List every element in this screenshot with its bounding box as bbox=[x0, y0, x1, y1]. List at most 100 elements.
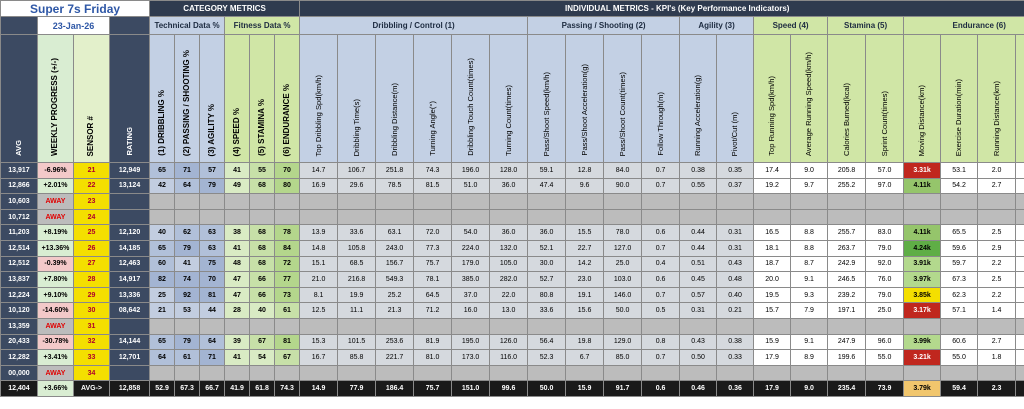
empty-cell bbox=[224, 317, 251, 335]
empty-cell bbox=[716, 364, 755, 382]
kpi-cell: 0.31 bbox=[716, 224, 755, 241]
empty-cell bbox=[451, 208, 491, 226]
sensor-number: 33 bbox=[73, 349, 110, 366]
empty-cell bbox=[224, 364, 251, 382]
kpi-cell: 25.2 bbox=[375, 286, 415, 304]
kpi-cell: 54.2 bbox=[940, 177, 979, 195]
dribbling-pct-header: (1) DRIBBLING % bbox=[149, 34, 176, 163]
kpi-cell: 0.7 bbox=[641, 349, 681, 366]
weekly-progress-cell: +7.80% bbox=[37, 271, 74, 288]
avg-category-cell: 41.9 bbox=[224, 380, 251, 397]
row-avg: 12,512 bbox=[0, 255, 38, 273]
kpi-header-8: Pass/Shoot Count(times) bbox=[603, 34, 643, 163]
empty-cell bbox=[451, 193, 491, 210]
empty-cell bbox=[527, 208, 567, 226]
kpi-cell: 55.0 bbox=[940, 349, 979, 366]
kpi-cell: 23.0 bbox=[565, 271, 605, 288]
avg-category-cell: 66.7 bbox=[199, 380, 226, 397]
empty-cell bbox=[527, 364, 567, 382]
row-avg: 20,433 bbox=[0, 333, 38, 351]
category-pct-cell: 61 bbox=[274, 302, 301, 319]
row-avg: 10,120 bbox=[0, 302, 38, 319]
empty-cell bbox=[413, 317, 453, 335]
category-pct-cell: 41 bbox=[174, 255, 201, 273]
rating-cell bbox=[108, 208, 151, 226]
empty-cell bbox=[489, 364, 529, 382]
table-row: 13,359 AWAY 31 bbox=[0, 317, 1024, 335]
endurance-pct-header-label: (6) ENDURANCE % bbox=[281, 83, 291, 156]
kpi-cell: 0.7 bbox=[641, 177, 681, 195]
empty-cell bbox=[174, 208, 201, 226]
speed-pct-header: (4) SPEED % bbox=[224, 34, 251, 163]
kpi-cell: 8.9 bbox=[790, 349, 829, 366]
empty-cell bbox=[274, 317, 301, 335]
row-avg: 13,917 bbox=[0, 162, 38, 179]
kpi-cell: 80.8 bbox=[527, 286, 567, 304]
kpi-cell: 60.6 bbox=[940, 333, 979, 351]
category-pct-cell: 21 bbox=[149, 302, 176, 319]
category-pct-cell: 47 bbox=[224, 286, 251, 304]
empty-cell bbox=[753, 317, 792, 335]
kpi-cell: 116.0 bbox=[489, 349, 529, 366]
kpi-cell: 0.38 bbox=[716, 333, 755, 351]
category-pct-cell: 67 bbox=[274, 349, 301, 366]
empty-cell bbox=[940, 317, 979, 335]
kpi-cell: 78.0 bbox=[603, 224, 643, 241]
empty-cell bbox=[716, 193, 755, 210]
empty-cell bbox=[274, 364, 301, 382]
kpi-cell: 33.6 bbox=[527, 302, 567, 319]
kpi-cell: 16.0 bbox=[451, 302, 491, 319]
kpi-cell: 12.5 bbox=[299, 302, 339, 319]
empty-cell bbox=[940, 208, 979, 226]
empty-cell bbox=[865, 317, 905, 335]
avg-category-cell: 67.3 bbox=[174, 380, 201, 397]
kpi-cell: 37.0 bbox=[451, 286, 491, 304]
empty-cell bbox=[865, 364, 905, 382]
stamina-group-header: Stamina (5) bbox=[827, 16, 905, 35]
weekly-progress-cell: +13.36% bbox=[37, 239, 74, 257]
avg-kpi-cell: 186.4 bbox=[375, 380, 415, 397]
kpi-cell: 30.0 bbox=[527, 255, 567, 273]
kpi-cell: 16.6 bbox=[1015, 177, 1024, 195]
empty-cell bbox=[413, 193, 453, 210]
metrics-table: Super 7s Friday CATEGORY METRICS INDIVID… bbox=[0, 0, 1024, 397]
kpi-cell: 92.0 bbox=[865, 255, 905, 273]
category-pct-cell: 41 bbox=[224, 349, 251, 366]
empty-cell bbox=[977, 317, 1017, 335]
avg-column-label: AVG bbox=[14, 140, 24, 156]
category-pct-cell: 70 bbox=[274, 162, 301, 179]
kpi-cell: 3.85k bbox=[903, 286, 942, 304]
kpi-cell: 14.7 bbox=[299, 162, 339, 179]
kpi-cell: 0.51 bbox=[679, 255, 718, 273]
kpi-cell: 9.3 bbox=[790, 286, 829, 304]
row-avg: 12,224 bbox=[0, 286, 38, 304]
empty-cell bbox=[413, 208, 453, 226]
avg-kpi-cell: 15.9 bbox=[565, 380, 605, 397]
empty-cell bbox=[790, 193, 829, 210]
kpi-cell: 59.6 bbox=[940, 239, 979, 257]
empty-cell bbox=[199, 364, 226, 382]
empty-cell bbox=[565, 193, 605, 210]
kpi-cell: 8.8 bbox=[790, 239, 829, 257]
kpi-cell: 0.44 bbox=[679, 239, 718, 257]
kpi-cell: 0.7 bbox=[641, 239, 681, 257]
kpi-cell: 71.2 bbox=[413, 302, 453, 319]
empty-cell bbox=[940, 364, 979, 382]
kpi-cell: 76.0 bbox=[865, 271, 905, 288]
kpi-cell: 9.1 bbox=[790, 271, 829, 288]
table-row: 12,224 +9.10% 29 13,336 25 92 81 47 66 73 8.1 19.9 2… bbox=[0, 286, 1024, 304]
empty-cell bbox=[827, 193, 867, 210]
sensor-number: 31 bbox=[73, 317, 110, 335]
sensor-column-header-label: SENSOR # bbox=[86, 115, 96, 156]
kpi-cell: 78.5 bbox=[375, 177, 415, 195]
kpi-cell: 53.1 bbox=[940, 162, 979, 179]
category-pct-cell: 48 bbox=[224, 255, 251, 273]
empty-cell bbox=[940, 193, 979, 210]
agility-pct-header: (3) AGILITY % bbox=[199, 34, 226, 163]
empty-cell bbox=[641, 317, 681, 335]
kpi-cell: 253.6 bbox=[375, 333, 415, 351]
kpi-cell: 25.0 bbox=[865, 302, 905, 319]
kpi-cell: 263.7 bbox=[827, 239, 867, 257]
kpi-cell: 17.4 bbox=[753, 162, 792, 179]
empty-cell bbox=[249, 208, 276, 226]
